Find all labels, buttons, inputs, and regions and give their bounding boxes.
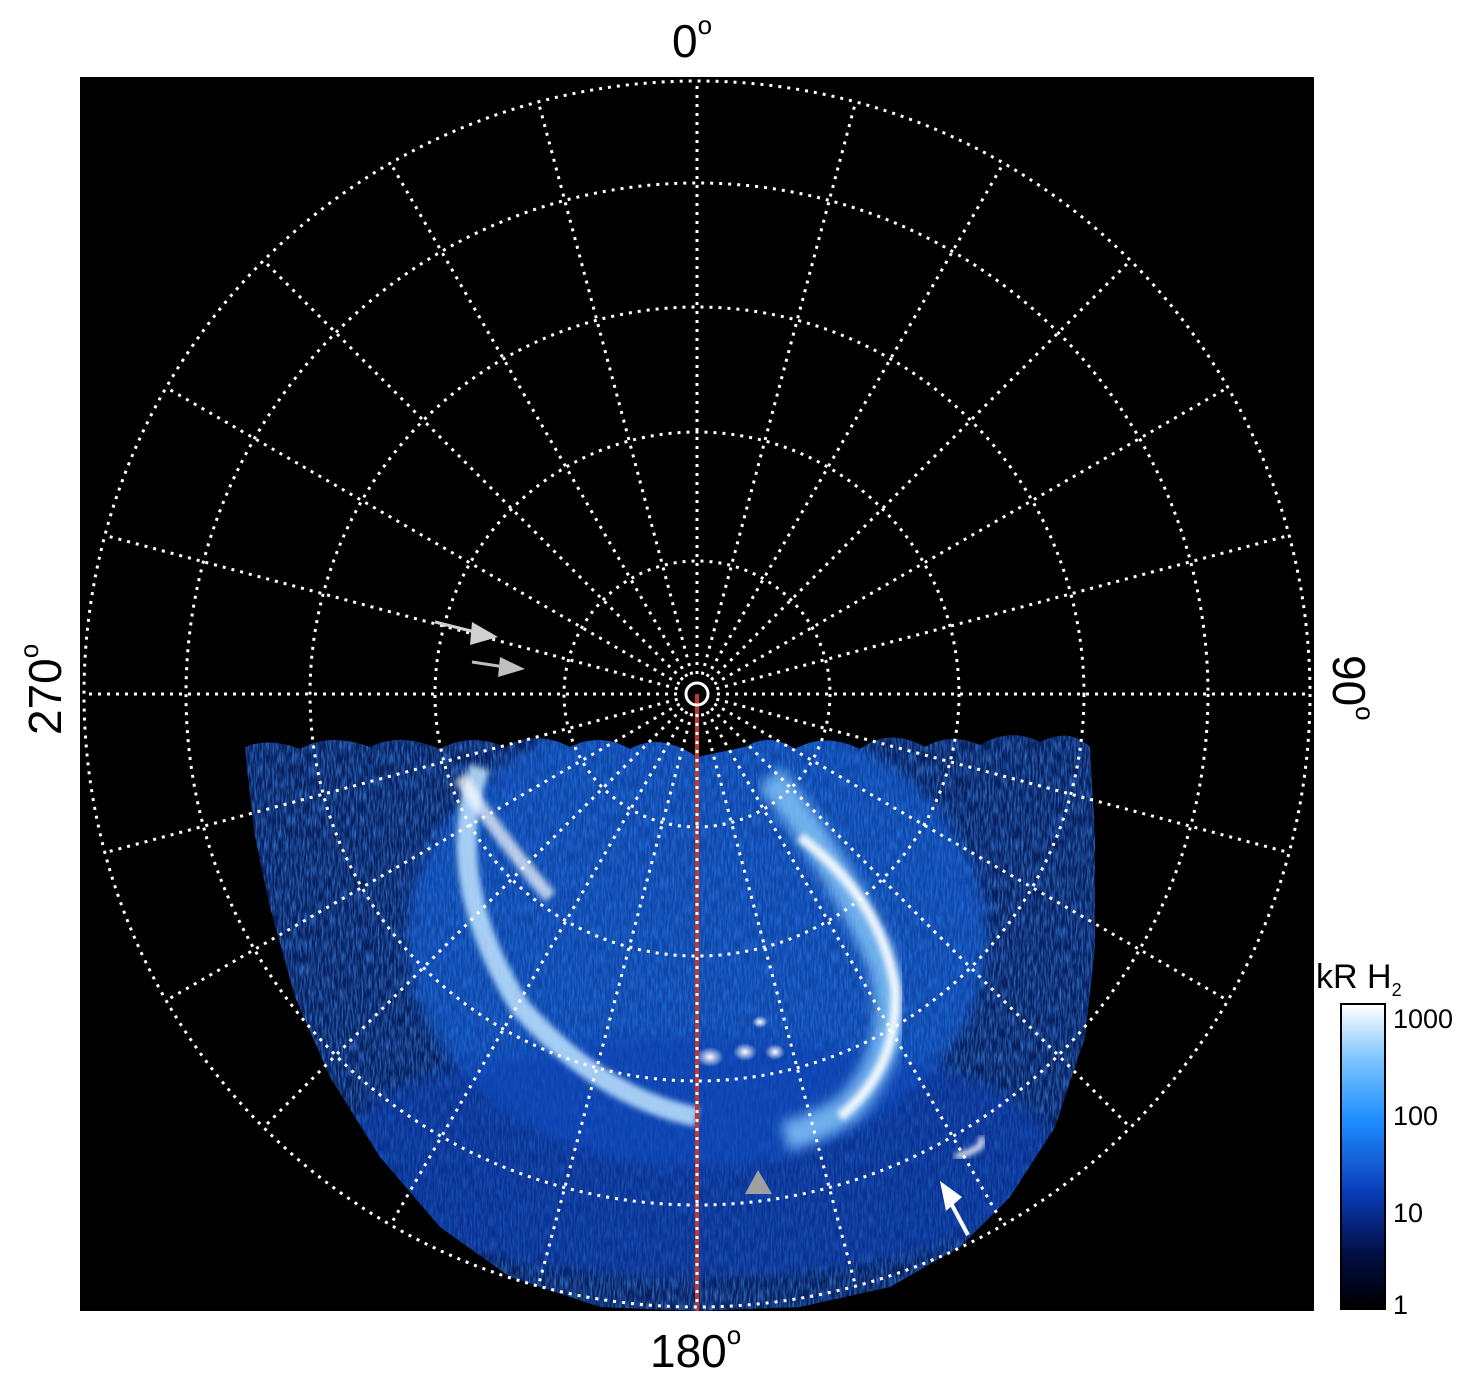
gray-arrow-1 <box>434 620 498 645</box>
latitude-circle <box>433 430 961 958</box>
longitude-value: 0 <box>672 15 698 67</box>
latitude-circle <box>82 79 1312 1309</box>
white-arrow <box>940 1181 970 1236</box>
degree-symbol: o <box>14 643 44 659</box>
colorbar-tick: 1000 <box>1393 1004 1454 1034</box>
gray-arrow-2 <box>471 657 525 677</box>
degree-symbol: o <box>726 1320 742 1350</box>
colorbar-tick: 100 <box>1393 1101 1439 1131</box>
latitude-circle <box>184 181 1210 1207</box>
arrowhead-icon <box>470 622 498 645</box>
longitude-label-90: 90 o <box>1323 655 1380 721</box>
degree-symbol: o <box>1350 706 1380 721</box>
auroral-polar-projection <box>80 77 1314 1311</box>
colorbar-tick: 1 <box>1393 1290 1409 1320</box>
pole-marker <box>684 681 710 707</box>
longitude-value: 180 <box>650 1325 727 1377</box>
colorbar-title-subscript: 2 <box>1391 979 1402 1000</box>
gray-arrowhead-icon <box>745 1170 772 1194</box>
colorbar-gradient <box>1340 1003 1386 1310</box>
colorbar-title-main: kR H <box>1316 958 1392 996</box>
latitude-circle <box>562 559 832 829</box>
longitude-label-270: 270 o <box>14 644 71 735</box>
longitude-label-180: 180 o <box>650 1322 741 1377</box>
degree-symbol: o <box>697 10 713 40</box>
latitude-circle <box>308 305 1086 1083</box>
colorbar-tick: 10 <box>1393 1198 1424 1228</box>
graticule <box>82 79 1312 1309</box>
arrowhead-icon <box>498 657 525 677</box>
longitude-value: 90 <box>1323 655 1375 707</box>
arrowhead-icon <box>940 1181 962 1211</box>
longitude-value: 270 <box>19 658 71 735</box>
colorbar-title: kR H2 <box>1316 958 1402 1001</box>
